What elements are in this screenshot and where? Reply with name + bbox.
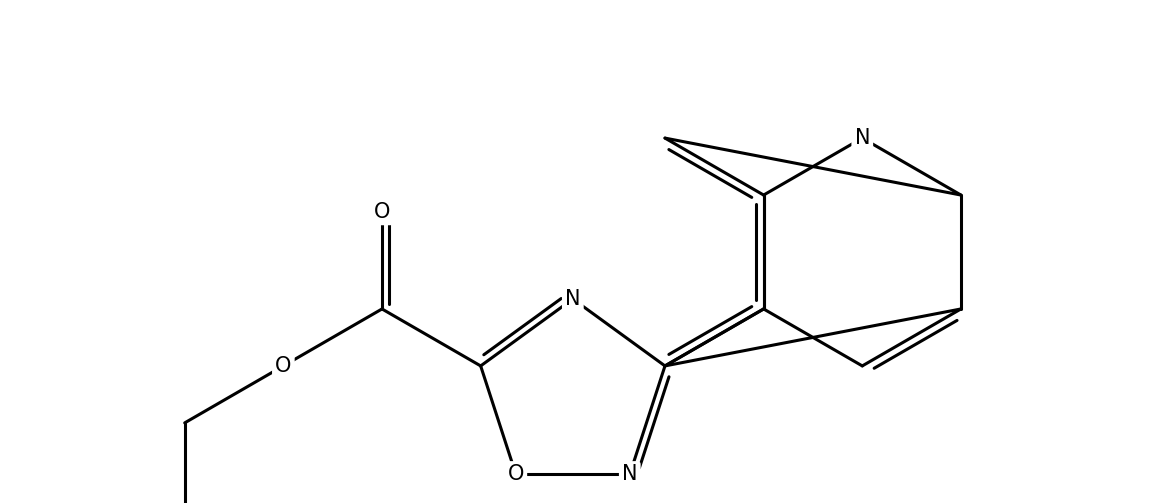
Text: O: O xyxy=(508,464,524,484)
Text: O: O xyxy=(374,202,390,222)
Text: O: O xyxy=(275,356,291,376)
Text: N: N xyxy=(565,289,581,309)
Text: N: N xyxy=(855,128,870,148)
Text: N: N xyxy=(623,464,638,484)
